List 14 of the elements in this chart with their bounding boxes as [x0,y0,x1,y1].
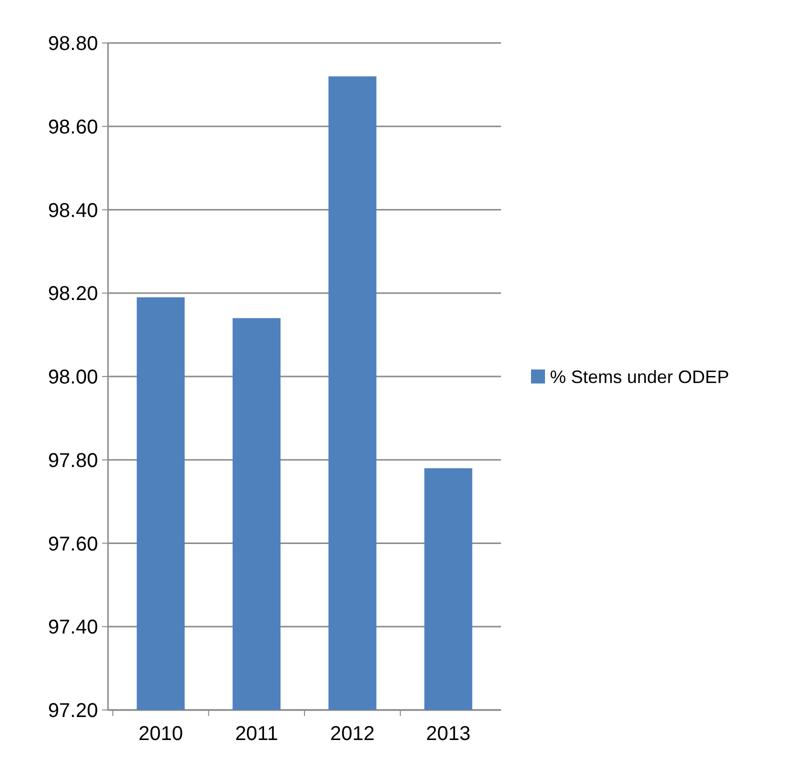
x-tick-label: 2012 [330,723,375,745]
x-tick-label: 2010 [138,723,183,745]
y-tick-label: 97.20 [48,700,98,722]
y-tick-label: 97.80 [48,450,98,472]
y-tick-label: 98.00 [48,366,98,388]
y-tick-label: 97.60 [48,533,98,556]
legend-label: % Stems under ODEP [550,366,730,387]
y-tick-label: 98.40 [48,200,98,222]
x-tick-label: 2013 [426,723,471,745]
y-tick-label: 98.80 [48,33,98,55]
y-tick-label: 98.60 [48,116,98,138]
x-tick-label: 2011 [235,723,278,745]
y-tick-label: 97.40 [48,616,98,639]
y-tick-label: 98.20 [48,283,98,306]
